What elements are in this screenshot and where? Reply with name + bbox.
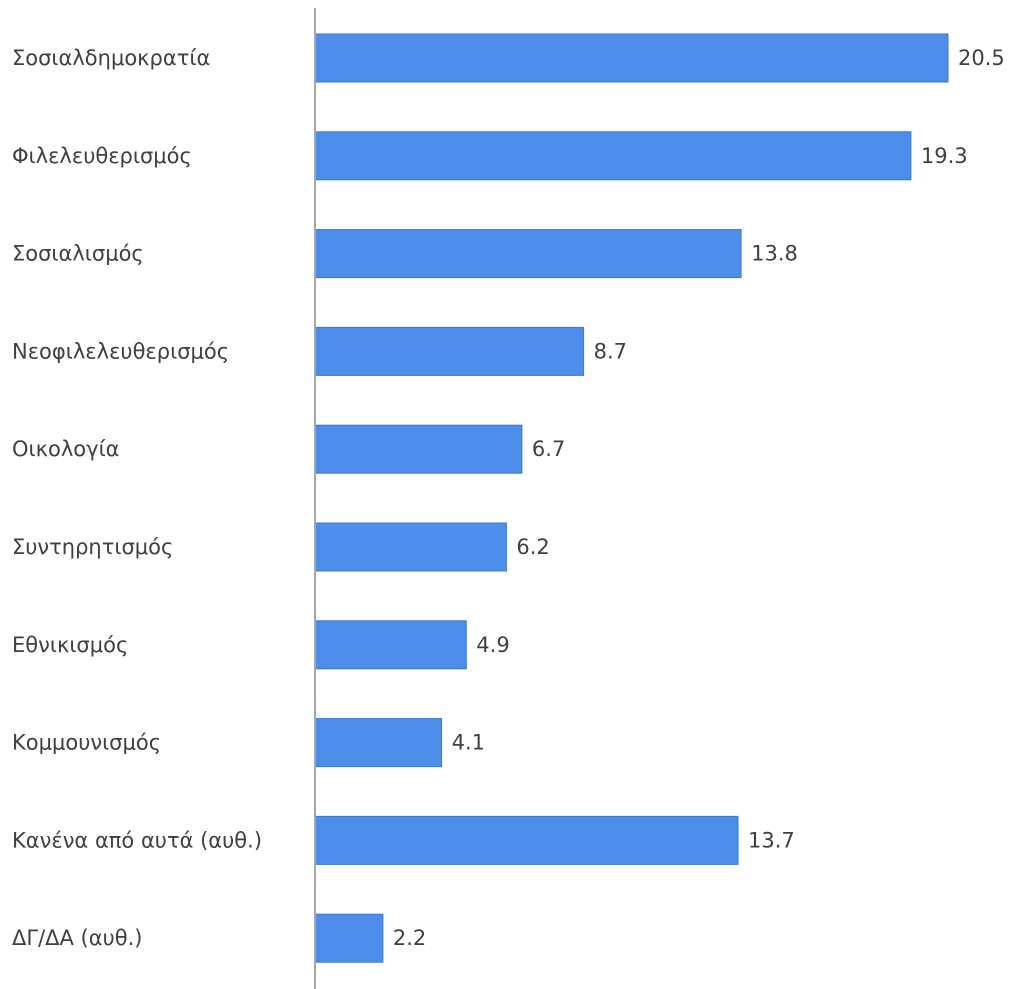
category-label: Εθνικισμός xyxy=(12,633,128,657)
bar xyxy=(314,718,443,768)
category-label: Οικολογία xyxy=(12,437,120,461)
value-label: 6.2 xyxy=(516,535,549,559)
labels-layer: Σοσιαλδημοκρατία 20.5 Φιλελευθερισμός 19.3 Σ… xyxy=(12,46,1005,950)
bar xyxy=(314,815,739,865)
bar xyxy=(314,229,742,279)
category-label: Κανένα από αυτά (αυθ.) xyxy=(12,828,262,852)
bar xyxy=(314,913,384,963)
value-label: 2.2 xyxy=(393,926,426,950)
category-label: Συντηρητισμός xyxy=(12,535,173,559)
value-label: 13.7 xyxy=(748,828,795,852)
category-label: ΔΓ/ΔΑ (αυθ.) xyxy=(12,926,142,950)
category-label: Σοσιαλδημοκρατία xyxy=(12,46,210,70)
value-label: 4.1 xyxy=(452,731,485,755)
bar xyxy=(314,620,467,670)
value-label: 19.3 xyxy=(921,144,968,168)
value-label: 13.8 xyxy=(751,242,798,266)
bar xyxy=(314,522,507,572)
value-label: 4.9 xyxy=(476,633,509,657)
category-label: Σοσιαλισμός xyxy=(12,242,144,266)
bars-layer xyxy=(314,33,949,963)
value-label: 6.7 xyxy=(532,437,565,461)
category-label: Κομμουνισμός xyxy=(12,731,161,755)
category-label: Νεοφιλελευθερισμός xyxy=(12,339,229,363)
bar xyxy=(314,424,523,474)
bar xyxy=(314,326,585,376)
value-label: 20.5 xyxy=(958,46,1005,70)
value-label: 8.7 xyxy=(594,339,627,363)
bar xyxy=(314,131,912,181)
category-label: Φιλελευθερισμός xyxy=(12,144,192,168)
bar xyxy=(314,33,949,83)
